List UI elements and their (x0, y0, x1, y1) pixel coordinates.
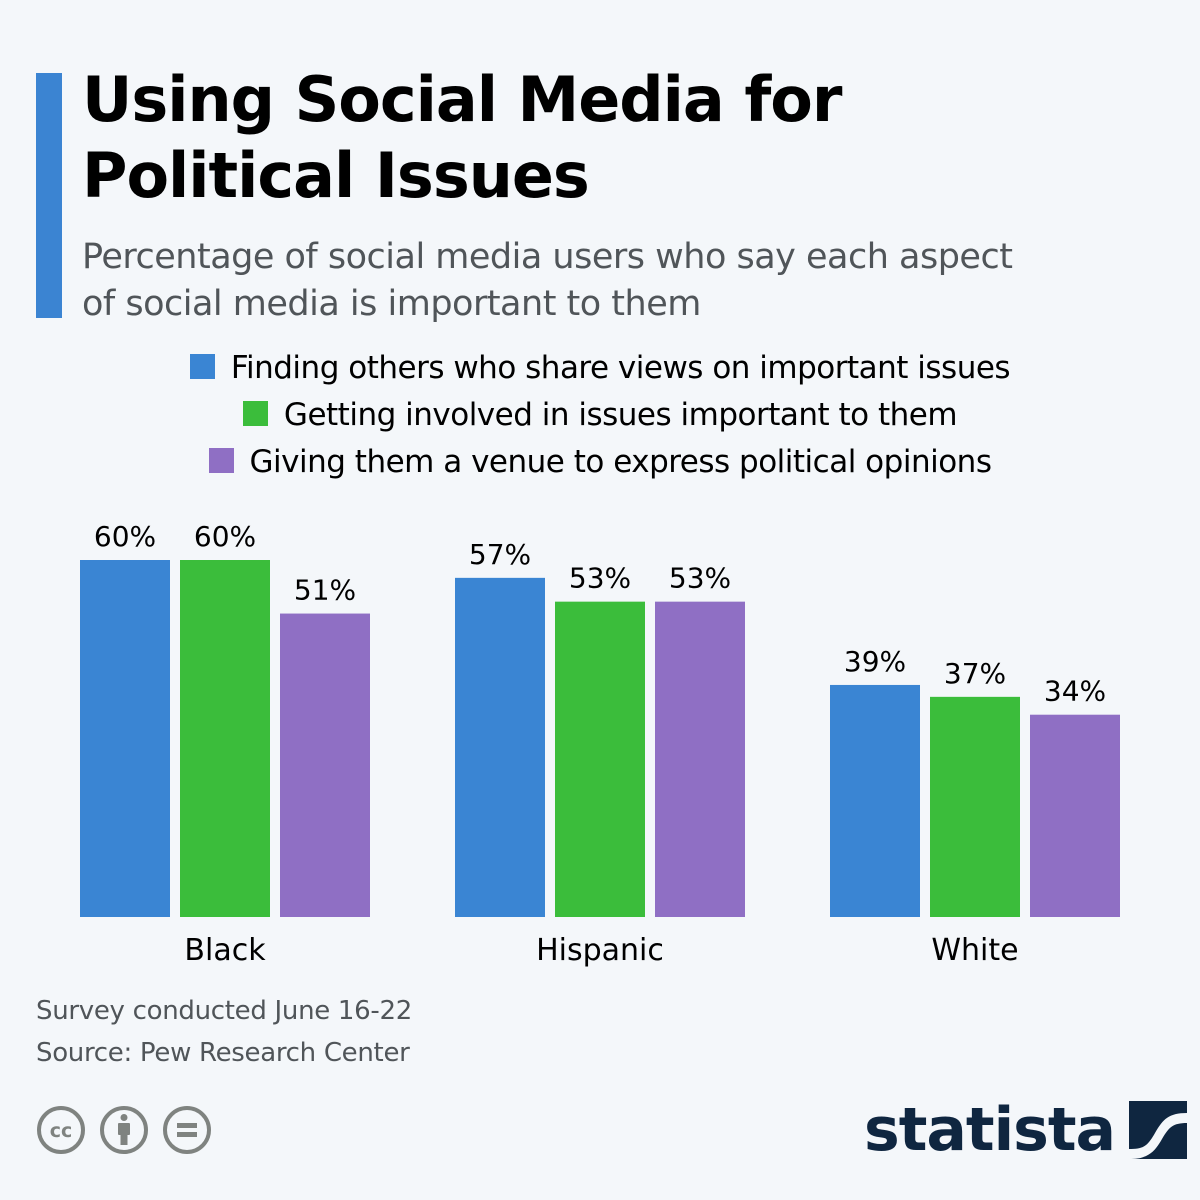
no-derivatives-icon (163, 1106, 211, 1154)
source-note: Source: Pew Research Center (36, 1038, 410, 1068)
survey-note: Survey conducted June 16-22 (36, 996, 412, 1026)
bar-white-series-3 (1030, 714, 1120, 917)
data-label-black-series-3: 51% (294, 574, 356, 607)
subtitle-line-2: of social media is important to them (82, 284, 701, 324)
legend-label: Giving them a venue to express political… (249, 444, 992, 480)
chart-subtitle: Percentage of social media users who say… (82, 234, 1142, 328)
title-line-1: Using Social Media for (82, 63, 842, 136)
bar-black-series-1 (80, 560, 170, 917)
category-label-white: White (931, 933, 1018, 968)
chart-title: Using Social Media for Political Issues (82, 62, 842, 214)
bar-hispanic-series-2 (555, 601, 645, 917)
statista-logo[interactable]: statista (864, 1095, 1188, 1165)
bar-hispanic-series-3 (655, 601, 745, 917)
data-label-hispanic-series-2: 53% (569, 562, 631, 595)
legend-swatch-blue (189, 354, 215, 379)
footer-notes: Survey conducted June 16-22 Source: Pew … (36, 990, 412, 1074)
data-label-black-series-1: 60% (94, 520, 156, 553)
data-label-hispanic-series-1: 57% (469, 538, 531, 571)
statista-logo-icon (1129, 1101, 1188, 1159)
bar-chart: 60% 60% 51% Black 57% 53% 53% Hispanic 39% 37% 34%… (80, 520, 1120, 968)
bar-white-series-1 (830, 684, 920, 917)
bar-hispanic-series-1 (455, 577, 545, 917)
data-label-hispanic-series-3: 53% (669, 562, 731, 595)
accent-bar (36, 73, 62, 318)
legend-item-getting-involved: Getting involved in issues important to … (0, 392, 1200, 439)
legend-item-venue: Giving them a venue to express political… (0, 439, 1200, 486)
bar-black-series-2 (180, 560, 270, 917)
license-icons: cc (36, 1105, 212, 1155)
data-label-white-series-3: 34% (1044, 675, 1106, 708)
data-label-black-series-2: 60% (194, 520, 256, 553)
subtitle-line-1: Percentage of social media users who say… (82, 237, 1013, 277)
attribution-icon (100, 1106, 148, 1154)
title-line-2: Political Issues (82, 139, 590, 212)
legend: Finding others who share views on import… (0, 345, 1200, 486)
legend-item-finding-others: Finding others who share views on import… (0, 345, 1200, 392)
legend-swatch-green (242, 401, 268, 426)
svg-text:cc: cc (50, 1120, 73, 1142)
category-label-hispanic: Hispanic (536, 933, 664, 968)
category-label-black: Black (184, 933, 266, 968)
logo-text: statista (864, 1095, 1116, 1165)
legend-label: Getting involved in issues important to … (283, 397, 958, 433)
data-label-white-series-2: 37% (944, 657, 1006, 690)
bar-black-series-3 (280, 613, 370, 917)
cc-icon: cc (37, 1106, 85, 1154)
legend-label: Finding others who share views on import… (230, 350, 1011, 386)
legend-swatch-purple (208, 448, 234, 473)
data-label-white-series-1: 39% (844, 645, 906, 678)
bar-white-series-2 (930, 696, 1020, 917)
